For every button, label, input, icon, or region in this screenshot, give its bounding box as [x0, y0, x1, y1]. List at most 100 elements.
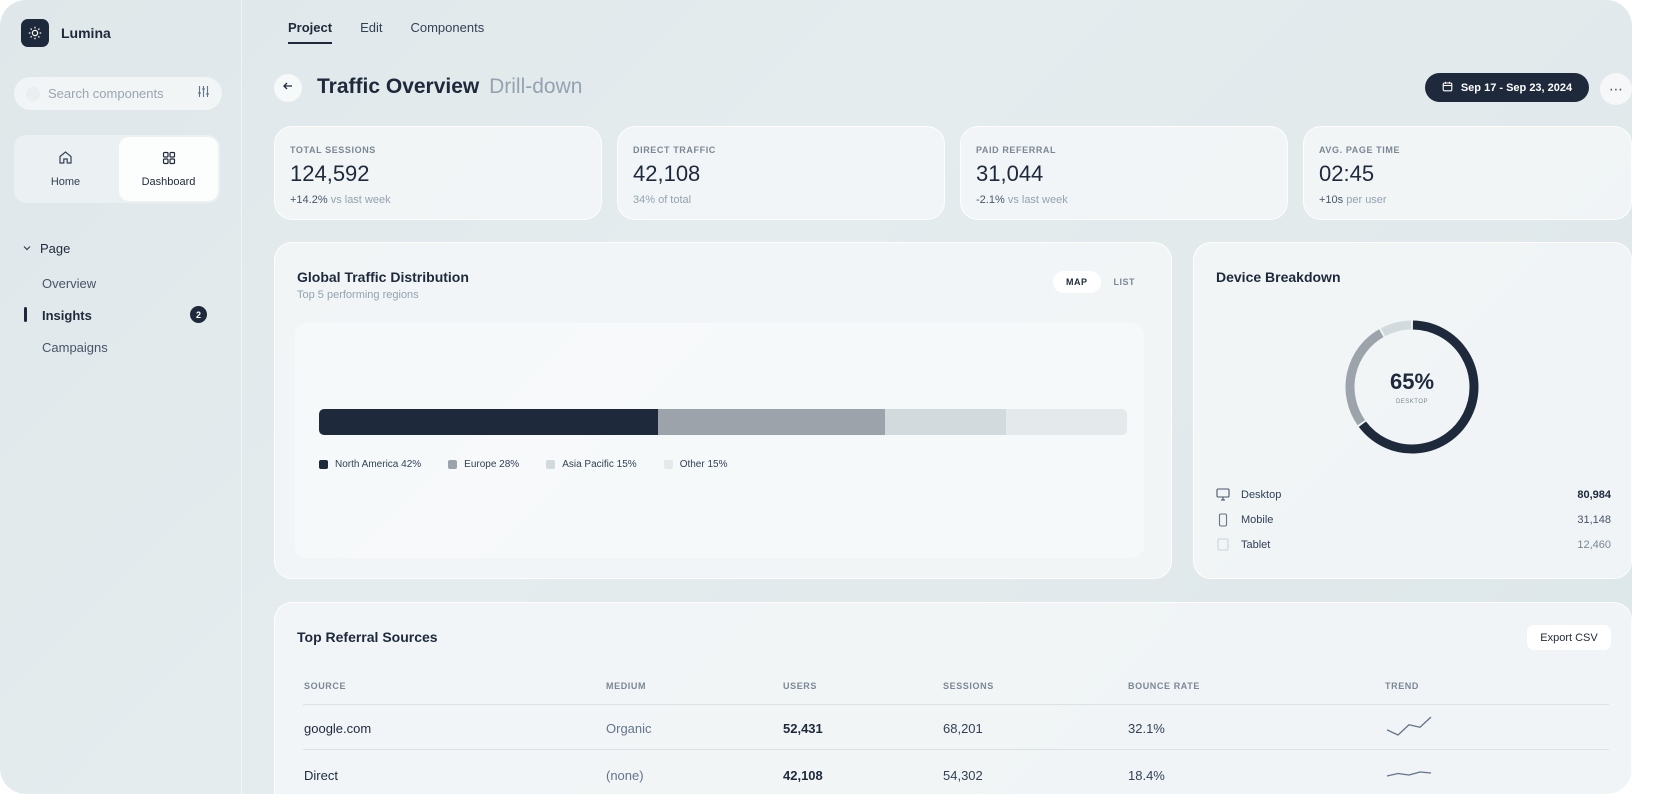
donut-value: 65% [1389, 369, 1435, 394]
bar-segment-0[interactable] [319, 409, 659, 435]
toggle-list[interactable]: LIST [1113, 277, 1135, 287]
home-icon [58, 150, 73, 168]
donut-label: DESKTOP [1395, 399, 1429, 405]
legend-label: Asia Pacific 15% [562, 459, 637, 470]
bar-segment-2[interactable] [884, 409, 1006, 435]
stat-label: TOTAL SESSIONS [290, 145, 376, 155]
date-range-label: Sep 17 - Sep 23, 2024 [1460, 81, 1573, 94]
stat-card-paid-referral: PAID REFERRAL 31,044 -2.1% vs last week [960, 126, 1288, 220]
cell-bounce-rate: 32.1% [1128, 721, 1165, 736]
insights-badge: 2 [190, 306, 207, 323]
cell-sessions: 68,201 [943, 721, 983, 736]
page-title-main: Traffic Overview [317, 75, 480, 98]
cell-sessions: 54,302 [943, 768, 983, 783]
bar-segment-3[interactable] [1005, 409, 1127, 435]
search-icon [26, 86, 40, 101]
stat-label: PAID REFERRAL [976, 145, 1057, 155]
legend-label: Europe 28% [464, 459, 520, 470]
view-toggle: MAP LIST [1053, 271, 1148, 293]
stat-card-total-sessions: TOTAL SESSIONS 124,592 +14.2% vs last we… [274, 126, 602, 220]
device-value: 80,984 [1577, 488, 1611, 501]
donut-segment-2 [1380, 320, 1412, 337]
stat-note-text: vs last week [1007, 194, 1068, 206]
cell-medium: (none) [606, 768, 644, 783]
device-donut: 65% DESKTOP [1338, 313, 1486, 461]
stat-delta: +10s [1319, 194, 1344, 206]
region-legend: North America 42% Europe 28% Asia Pacific … [319, 459, 755, 470]
toggle-map[interactable]: MAP [1053, 271, 1101, 293]
legend-label: Other 15% [679, 459, 728, 470]
nav-dashboard[interactable]: Dashboard [119, 137, 218, 201]
export-csv-button[interactable]: Export CSV [1527, 625, 1611, 650]
stat-note-text: 34% of total [633, 194, 692, 206]
legend-item: Europe 28% [448, 459, 519, 470]
device-row-mobile: Mobile 31,148 [1216, 513, 1611, 527]
column-header-source[interactable]: SOURCE [304, 681, 347, 691]
grid-icon [162, 151, 176, 168]
nav-dashboard-label: Dashboard [141, 175, 196, 188]
legend-item: North America 42% [319, 459, 421, 470]
distribution-card: Global Traffic Distribution Top 5 perfor… [274, 242, 1172, 579]
arrow-left-icon [282, 79, 294, 97]
top-tabs: Project Edit Components [288, 20, 512, 44]
column-header-sessions[interactable]: SESSIONS [943, 681, 994, 691]
stat-note-text: vs last week [330, 194, 391, 206]
device-title: Device Breakdown [1216, 269, 1341, 285]
stat-value: 31,044 [976, 161, 1044, 186]
sidebar: Lumina Home [0, 0, 242, 794]
table-divider [303, 704, 1609, 705]
device-name: Mobile [1241, 514, 1274, 526]
brand-name: Lumina [61, 25, 111, 41]
search-input[interactable] [48, 86, 188, 101]
stat-value: 42,108 [633, 161, 701, 186]
sparkline-path [1386, 716, 1432, 736]
tab-edit[interactable]: Edit [360, 20, 383, 35]
back-button[interactable] [274, 74, 302, 102]
nav-group-label: Page [40, 241, 71, 256]
stat-card-avg-page-time: AVG. PAGE TIME 02:45 +10s per user [1303, 126, 1632, 220]
mobile-icon [1216, 513, 1230, 527]
device-value: 12,460 [1577, 538, 1611, 551]
trend-sparkline [1386, 716, 1432, 736]
sidebar-item-insights[interactable]: Insights [42, 308, 92, 323]
search-box [14, 77, 222, 110]
stat-note: -2.1% vs last week [976, 194, 1068, 206]
column-header-users[interactable]: USERS [783, 681, 818, 691]
stat-note: +14.2% vs last week [290, 194, 391, 206]
date-range-button[interactable]: Sep 17 - Sep 23, 2024 [1425, 73, 1589, 102]
donut-center: 65% DESKTOP [1338, 313, 1486, 461]
column-header-medium[interactable]: MEDIUM [606, 681, 647, 691]
tab-project[interactable]: Project [288, 20, 333, 44]
device-row-tablet: Tablet 12,460 [1216, 538, 1611, 551]
more-options-button[interactable]: ⋯ [1600, 73, 1632, 105]
sidebar-item-overview[interactable]: Overview [42, 276, 97, 291]
stat-note-text: per user [1346, 194, 1387, 206]
stat-card-direct-traffic: DIRECT TRAFFIC 42,108 34% of total [617, 126, 945, 220]
stat-label: DIRECT TRAFFIC [633, 145, 716, 155]
primary-nav: Home Dashboard [14, 135, 220, 203]
stat-value: 124,592 [290, 161, 370, 186]
tab-components[interactable]: Components [410, 20, 485, 35]
stat-delta: +14.2% [290, 194, 328, 206]
legend-swatch [448, 460, 458, 469]
stat-delta: -2.1% [976, 194, 1005, 206]
stat-note: +10s per user [1319, 194, 1387, 206]
active-indicator [24, 307, 27, 322]
sidebar-item-campaigns[interactable]: Campaigns [42, 340, 108, 355]
device-name: Tablet [1241, 538, 1271, 551]
column-header-trend[interactable]: TREND [1385, 681, 1419, 691]
bar-segment-1[interactable] [658, 409, 885, 435]
nav-home[interactable]: Home [16, 137, 115, 201]
more-horizontal-icon: ⋯ [1609, 80, 1623, 97]
brand[interactable]: Lumina [21, 19, 111, 47]
column-header-bounce-rate[interactable]: BOUNCE RATE [1128, 681, 1200, 691]
calendar-icon [1442, 81, 1453, 95]
cell-users: 52,431 [783, 721, 823, 736]
region-stacked-bar [319, 409, 1127, 435]
nav-group-page[interactable]: Page [22, 241, 70, 256]
donut-segment-0 [1358, 320, 1479, 454]
filter-icon[interactable] [197, 85, 210, 103]
legend-swatch [663, 460, 673, 469]
trend-sparkline [1386, 771, 1432, 777]
device-name: Desktop [1241, 488, 1282, 501]
